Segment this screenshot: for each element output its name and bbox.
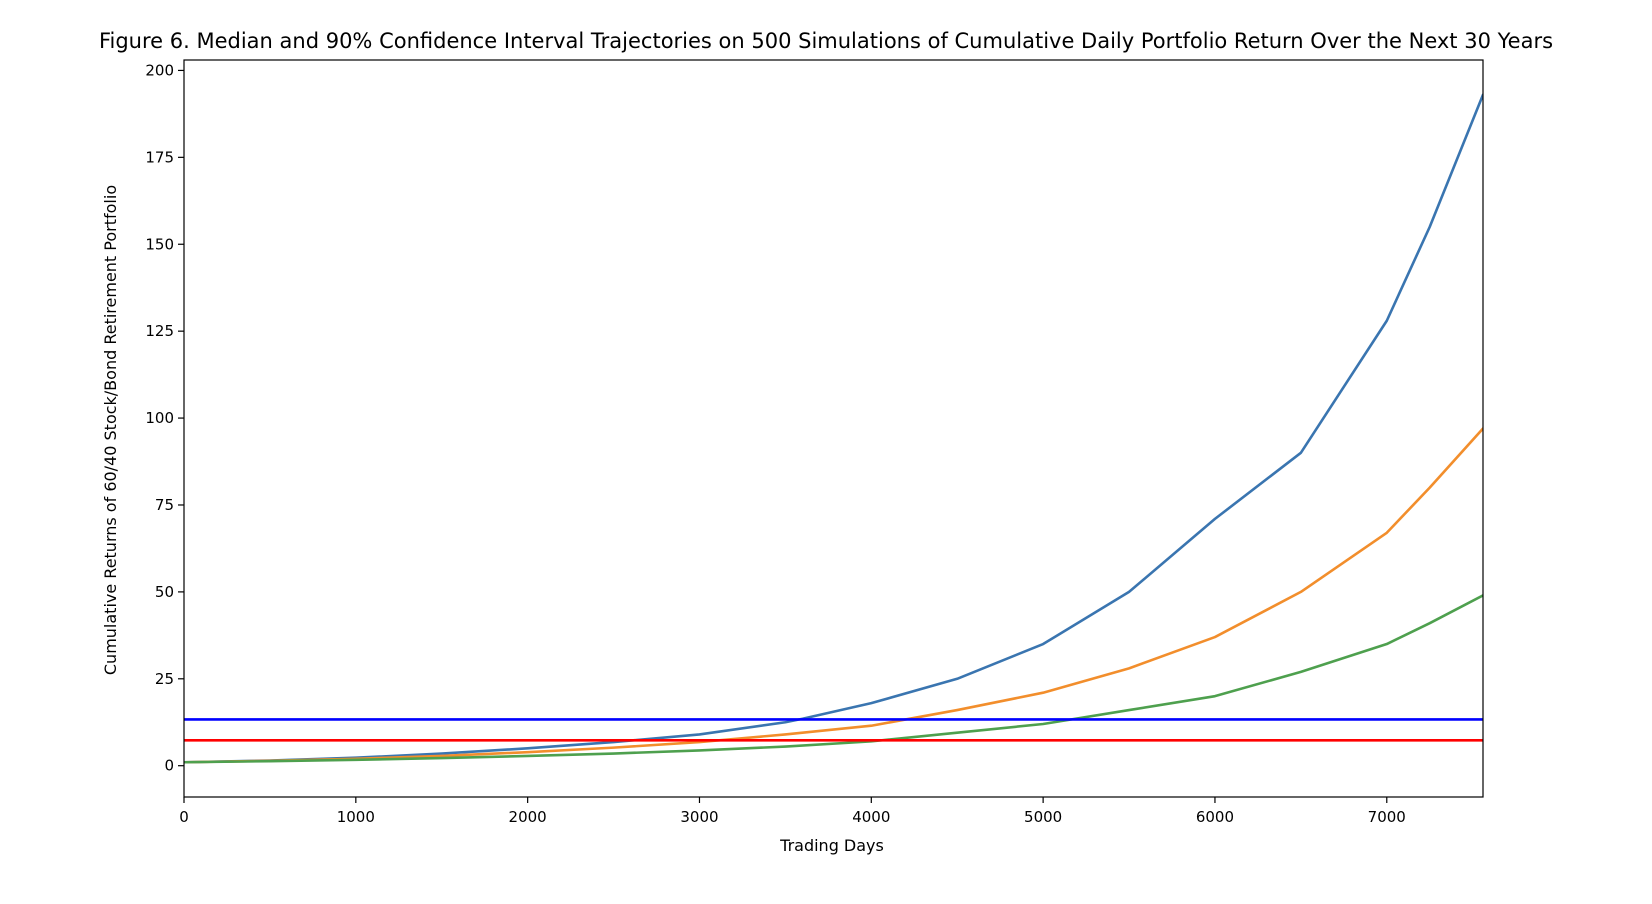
- chart-title: Figure 6. Median and 90% Confidence Inte…: [99, 29, 1553, 53]
- y-tick-label: 125: [145, 322, 174, 340]
- plot-frame: [183, 59, 1484, 798]
- y-tick-label: 0: [164, 757, 174, 775]
- x-tick-label: 2000: [509, 808, 547, 826]
- y-tick-label: 175: [145, 148, 174, 166]
- x-tick-label: 4000: [852, 808, 890, 826]
- x-tick-label: 0: [179, 808, 189, 826]
- series-group: [184, 93, 1483, 764]
- series-line-3: [184, 594, 1483, 764]
- x-tick-label: 1000: [337, 808, 375, 826]
- x-tick-label: 3000: [680, 808, 718, 826]
- plot-area: [183, 59, 1484, 798]
- y-tick-label: 200: [145, 61, 174, 79]
- y-axis-title: Cumulative Returns of 60/40 Stock/Bond R…: [101, 185, 120, 675]
- x-tick-label: 5000: [1024, 808, 1062, 826]
- y-tick-label: 75: [155, 496, 174, 514]
- series-line-2: [184, 427, 1483, 764]
- y-axis: 0 25 50 75 100 125 150 175 200: [145, 61, 184, 775]
- y-tick-label: 150: [145, 235, 174, 253]
- x-tick-label: 7000: [1368, 808, 1406, 826]
- x-axis: 0 1000 2000 3000 4000 5000 6000 7000: [179, 797, 1406, 826]
- y-tick-label: 50: [155, 583, 174, 601]
- y-tick-label: 25: [155, 670, 174, 688]
- y-tick-label: 100: [145, 409, 174, 427]
- series-line-1: [184, 93, 1483, 764]
- x-tick-label: 6000: [1196, 808, 1234, 826]
- x-axis-title: Trading Days: [779, 836, 884, 855]
